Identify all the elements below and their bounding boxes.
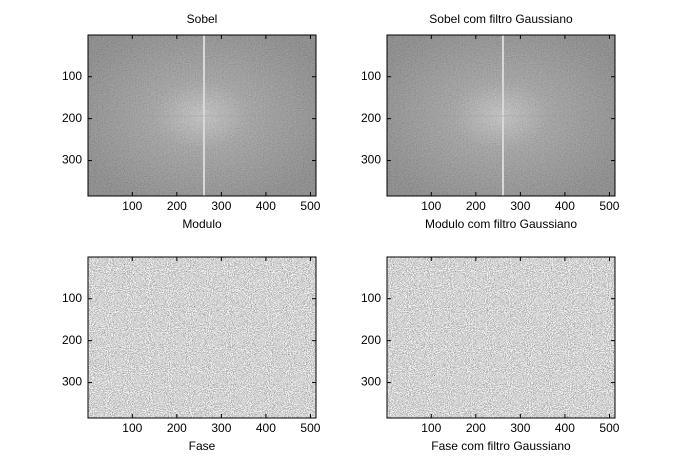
x-tick-label: 100 [421,421,441,435]
x-tick-label: 200 [466,199,486,213]
x-tick-label: 200 [167,199,187,213]
image-line [203,35,205,196]
x-tick-label: 300 [211,199,231,213]
y-tick-label: 100 [361,291,381,305]
subplot-title: Sobel com filtro Gaussiano [429,12,573,26]
image-line [387,115,615,117]
x-tick-label: 300 [510,199,530,213]
x-axis-label: Fase [189,439,216,453]
x-tick-label: 100 [122,421,142,435]
y-tick-label: 200 [62,111,82,125]
x-axis-label: Modulo [182,217,222,231]
y-tick-label: 200 [361,333,381,347]
x-tick-label: 500 [300,199,320,213]
x-tick-label: 200 [466,421,486,435]
axes-box [386,256,616,419]
y-tick-label: 300 [62,153,82,167]
x-tick-label: 400 [256,199,276,213]
x-tick-label: 400 [555,421,575,435]
y-tick-label: 200 [62,333,82,347]
image-noise [387,35,615,196]
axes-box [87,34,317,197]
image-noise [88,35,316,196]
x-tick-label: 100 [122,199,142,213]
x-tick-label: 500 [599,421,619,435]
x-tick-label: 300 [510,421,530,435]
y-tick-label: 100 [62,69,82,83]
axes-box [87,256,317,419]
x-tick-label: 400 [256,421,276,435]
x-tick-label: 500 [300,421,320,435]
y-tick-label: 100 [62,291,82,305]
subplot-title: Sobel [187,12,218,26]
image-line [88,115,316,117]
y-tick-label: 300 [361,153,381,167]
y-tick-label: 300 [62,375,82,389]
x-tick-label: 200 [167,421,187,435]
image-noise [387,257,615,418]
x-tick-label: 500 [599,199,619,213]
x-axis-label: Modulo com filtro Gaussiano [425,217,577,231]
y-tick-label: 300 [361,375,381,389]
x-tick-label: 100 [421,199,441,213]
x-tick-label: 300 [211,421,231,435]
y-tick-label: 200 [361,111,381,125]
x-tick-label: 400 [555,199,575,213]
y-tick-label: 100 [361,69,381,83]
image-noise [88,257,316,418]
x-axis-label: Fase com filtro Gaussiano [431,439,571,453]
image-line [502,35,504,196]
axes-box [386,34,616,197]
